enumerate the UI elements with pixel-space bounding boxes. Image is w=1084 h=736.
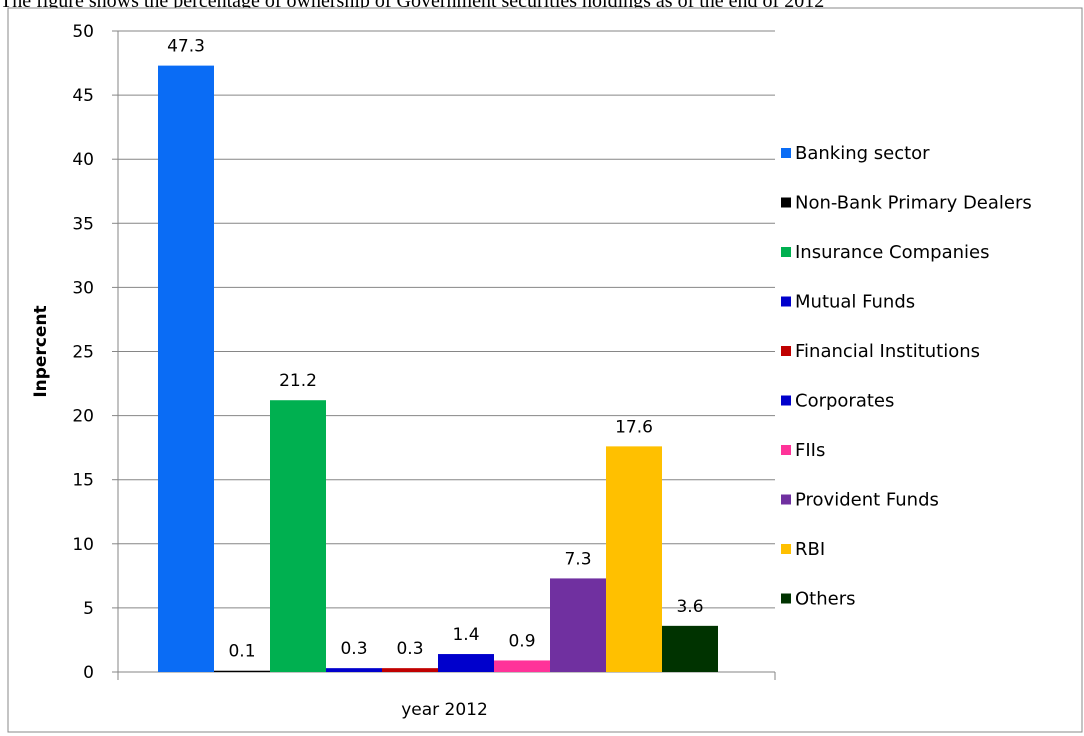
legend-label: Financial Institutions: [795, 341, 980, 362]
gridlines: [118, 30, 775, 609]
bar: [158, 65, 214, 672]
data-label: 7.3: [564, 549, 591, 569]
legend-swatch: [781, 197, 791, 208]
legend: Banking sector Non-Bank Primary Dealers In…: [781, 143, 1032, 610]
data-label: 0.1: [228, 642, 255, 662]
data-label: 17.6: [615, 417, 653, 437]
legend-label: Corporates: [795, 391, 894, 412]
data-label: 47.3: [167, 37, 205, 57]
y-tick-label: 30: [72, 278, 94, 298]
bar: [494, 660, 550, 672]
data-label: 21.2: [279, 371, 317, 391]
chart-frame: [7, 7, 1083, 733]
y-tick-label: 45: [72, 86, 94, 106]
x-axis-label: year 2012: [401, 700, 488, 720]
data-label: 1.4: [452, 625, 479, 645]
legend-label: Provident Funds: [795, 490, 939, 511]
y-tick-label: 50: [72, 22, 94, 42]
legend-swatch: [781, 346, 791, 356]
legend-swatch: [781, 593, 791, 604]
legend-label: Others: [795, 589, 856, 610]
bar: [662, 625, 718, 672]
caption-text: The figure shows the percentage of owner…: [0, 0, 1084, 8]
legend-swatch: [781, 395, 791, 406]
legend-label: Insurance Companies: [795, 242, 989, 263]
y-tick-label: 0: [83, 663, 94, 683]
y-tick-label: 35: [72, 214, 94, 234]
legend-label: Non-Bank Primary Dealers: [795, 193, 1032, 214]
legend-swatch: [781, 494, 791, 505]
y-tick-label: 25: [72, 343, 94, 363]
bar: [438, 654, 494, 672]
legend-swatch: [781, 544, 791, 554]
data-label: 0.9: [508, 631, 535, 651]
bar: [382, 668, 438, 672]
data-label: 0.3: [340, 639, 367, 659]
legend-swatch: [781, 296, 791, 307]
y-tick-label: 20: [72, 407, 94, 427]
y-tick-label: 40: [72, 150, 94, 170]
legend-label: Banking sector: [795, 143, 930, 164]
legend-label: RBI: [795, 539, 825, 560]
data-label: 0.3: [396, 639, 423, 659]
legend-label: FIIs: [795, 440, 825, 461]
y-tick-label: 10: [72, 535, 94, 555]
bar: [550, 578, 606, 672]
bar: [270, 400, 326, 672]
legend-swatch: [781, 445, 791, 455]
legend-swatch: [781, 148, 791, 158]
data-label: 3.6: [676, 597, 703, 617]
y-tick-label: 5: [83, 599, 94, 619]
y-tick-labels: 0 5 10 15 20 25 30 35 40 45 50: [72, 22, 94, 683]
bars: [158, 65, 718, 672]
y-axis-title: Inpercent: [31, 305, 51, 397]
y-tick-label: 15: [72, 471, 94, 491]
legend-swatch: [781, 247, 791, 257]
bar: [214, 670, 270, 672]
bar: [326, 668, 382, 672]
bar: [606, 446, 662, 672]
legend-label: Mutual Funds: [795, 292, 915, 313]
data-labels: 47.3 0.1 21.2 0.3 0.3 1.4 0.9 7.3 17.6 3.6: [167, 37, 703, 662]
